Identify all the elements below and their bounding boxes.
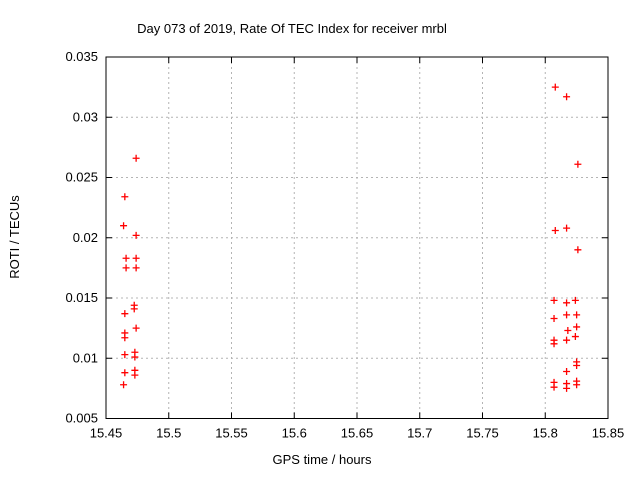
y-tick-label: 0.03: [73, 109, 98, 124]
data-point-marker: [573, 381, 581, 389]
x-tick-label: 15.5: [156, 426, 181, 441]
y-tick-label: 0.005: [65, 411, 98, 426]
x-axis-label: GPS time / hours: [273, 452, 372, 467]
data-point-marker: [132, 264, 140, 272]
data-point-marker: [574, 246, 582, 254]
chart-title: Day 073 of 2019, Rate Of TEC Index for r…: [137, 21, 447, 36]
y-tick-label: 0.02: [73, 230, 98, 245]
data-point-marker: [551, 227, 559, 235]
data-point-marker: [563, 384, 571, 392]
data-point-marker: [132, 324, 140, 332]
data-point-marker: [550, 383, 558, 391]
x-tick-label: 15.45: [90, 426, 123, 441]
data-point-marker: [121, 310, 129, 318]
data-point-marker: [121, 334, 129, 342]
y-tick-label: 0.025: [65, 170, 98, 185]
data-point-marker: [121, 369, 129, 377]
data-points: [120, 83, 582, 392]
data-point-marker: [121, 351, 129, 359]
tick-labels: 15.45 15.5 15.55 15.6 15.65 15.7 15.75 15.8 15.8…: [65, 49, 624, 441]
data-point-marker: [120, 222, 128, 230]
x-tick-label: 15.55: [215, 426, 248, 441]
data-point-marker: [122, 254, 130, 262]
data-point-marker: [130, 305, 138, 313]
data-point-marker: [563, 311, 571, 319]
gridlines: [106, 57, 608, 419]
data-point-marker: [132, 254, 140, 262]
data-point-marker: [573, 323, 581, 331]
x-tick-label: 15.6: [282, 426, 307, 441]
x-tick-label: 15.8: [533, 426, 558, 441]
data-point-marker: [550, 296, 558, 304]
data-point-marker: [563, 336, 571, 344]
data-point-marker: [573, 361, 581, 369]
data-point-marker: [550, 340, 558, 348]
data-point-marker: [131, 353, 139, 361]
y-axis-label: ROTI / TECUs: [7, 195, 22, 279]
x-tick-label: 15.85: [592, 426, 625, 441]
data-point-marker: [564, 327, 572, 335]
data-point-marker: [120, 381, 128, 389]
data-point-marker: [550, 314, 558, 322]
data-point-marker: [563, 224, 571, 232]
data-point-marker: [121, 193, 129, 201]
data-point-marker: [131, 371, 139, 379]
y-tick-label: 0.035: [65, 49, 98, 64]
data-point-marker: [132, 154, 140, 162]
data-point-marker: [573, 311, 581, 319]
x-tick-label: 15.7: [407, 426, 432, 441]
data-point-marker: [571, 333, 579, 341]
data-point-marker: [132, 231, 140, 239]
data-point-marker: [563, 93, 571, 101]
data-point-marker: [122, 264, 130, 272]
x-tick-label: 15.75: [466, 426, 499, 441]
data-point-marker: [563, 368, 571, 376]
x-tick-label: 15.65: [341, 426, 374, 441]
data-point-marker: [571, 296, 579, 304]
data-point-marker: [563, 299, 571, 307]
data-point-marker: [551, 83, 559, 91]
data-point-marker: [574, 160, 582, 168]
y-tick-label: 0.01: [73, 350, 98, 365]
axis-ticks: [105, 56, 609, 419]
y-tick-label: 0.015: [65, 290, 98, 305]
